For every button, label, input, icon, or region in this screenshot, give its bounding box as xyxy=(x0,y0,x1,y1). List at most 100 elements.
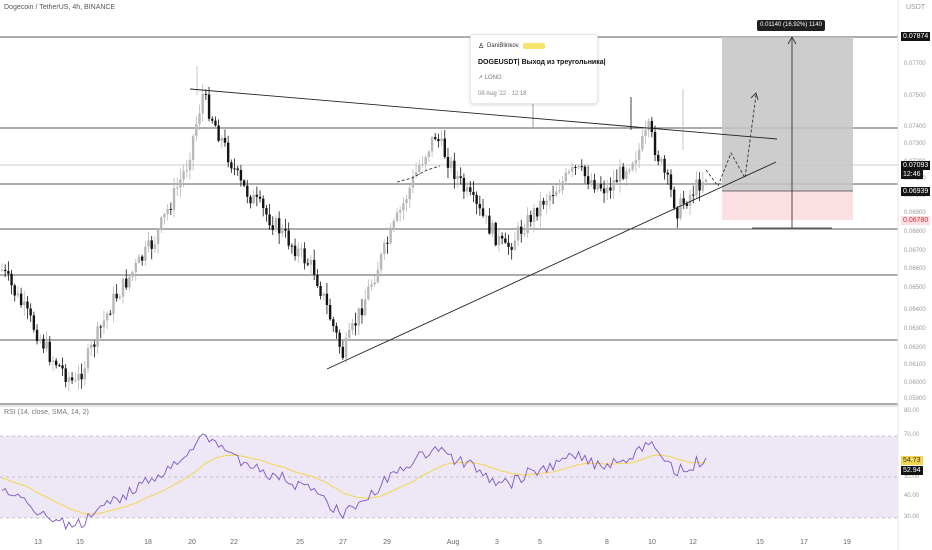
candle-body xyxy=(147,240,150,247)
candle-body xyxy=(478,203,482,209)
candle-body xyxy=(402,203,405,211)
price-tick: 0.06200 xyxy=(904,345,926,351)
candle-body xyxy=(195,123,198,136)
candle-countdown: 12:46 xyxy=(901,170,923,179)
candle-body xyxy=(507,242,510,247)
candle-body xyxy=(644,130,647,137)
candle-body xyxy=(112,293,115,315)
candle-body xyxy=(650,121,654,133)
idea-direction: ↗ LONG xyxy=(478,75,502,81)
candle-body xyxy=(188,159,192,171)
candle-body xyxy=(351,323,354,330)
price-tick: 0.07100 xyxy=(904,176,926,182)
price-tick: 0.06700 xyxy=(904,248,926,254)
candle-body xyxy=(19,293,23,306)
price-tick: 0.06500 xyxy=(904,285,926,291)
candle-body xyxy=(131,272,134,277)
candle-body xyxy=(539,200,542,217)
candle-body xyxy=(685,203,689,206)
candles xyxy=(0,66,708,392)
candle-body xyxy=(551,195,555,197)
time-tick: 10 xyxy=(648,539,656,546)
candle-body xyxy=(80,373,83,380)
candle-body xyxy=(249,196,252,204)
candle-body xyxy=(542,200,545,205)
candle-body xyxy=(214,120,217,126)
candle-body xyxy=(281,229,284,234)
symbol-title: Dogecoin / TetherUS, 4h, BINANCE xyxy=(4,4,116,11)
candle-body xyxy=(172,188,176,210)
candle-body xyxy=(669,174,673,190)
rsi-indicator-label[interactable]: RSI (14, close, SMA, 14, 2) xyxy=(4,409,89,416)
candle-body xyxy=(488,215,491,234)
candle-body xyxy=(567,171,571,173)
candle-body xyxy=(628,169,631,172)
candle-body xyxy=(408,187,411,200)
time-tick: 17 xyxy=(800,539,808,546)
time-tick: 29 xyxy=(383,539,391,546)
candle-body xyxy=(590,180,593,185)
candle-body xyxy=(322,293,325,296)
candle-body xyxy=(621,166,625,179)
entry-price-tag: 0.06939 xyxy=(901,187,931,196)
candle-body xyxy=(593,180,596,190)
long-arrow-icon: ↗ xyxy=(478,75,484,81)
candle-body xyxy=(32,315,36,330)
price-tick: 0.05900 xyxy=(904,396,926,402)
idea-title[interactable]: DOGEUSDT| Выход из треугольника| xyxy=(478,59,606,66)
candle-body xyxy=(609,187,612,191)
candle-body xyxy=(398,210,402,213)
candle-body xyxy=(625,171,628,179)
candle-body xyxy=(335,325,338,333)
candle-body xyxy=(615,180,619,182)
time-tick: 20 xyxy=(188,539,196,546)
candle-body xyxy=(163,213,166,218)
time-tick: 12 xyxy=(689,539,697,546)
candle-body xyxy=(672,189,676,208)
candle-body xyxy=(430,137,434,152)
candle-body xyxy=(121,278,125,297)
candle-body xyxy=(23,301,26,306)
price-tick: 0.07300 xyxy=(904,141,926,147)
price-tick: 0.06000 xyxy=(904,380,926,386)
candle-body xyxy=(255,194,259,197)
candle-body xyxy=(456,176,459,179)
time-tick: 15 xyxy=(756,539,764,546)
candle-body xyxy=(532,207,536,223)
idea-card[interactable]: ♙ DaniBlinkov DOGEUSDT| Выход из треугол… xyxy=(470,34,606,104)
rsi-tick: 30.00 xyxy=(904,514,920,520)
candle-body xyxy=(252,194,255,204)
candle-body xyxy=(246,185,249,197)
candle-body xyxy=(0,269,4,271)
candle-body xyxy=(83,368,87,380)
time-tick: 25 xyxy=(296,539,304,546)
candle-body xyxy=(300,248,303,250)
idea-author[interactable]: DaniBlinkov xyxy=(487,43,519,49)
candle-body xyxy=(580,166,583,168)
candle-body xyxy=(179,179,182,188)
candle-body xyxy=(494,222,497,246)
candle-body xyxy=(64,368,67,382)
rsi-tick: 70.00 xyxy=(904,432,920,438)
candle-body xyxy=(657,154,660,162)
candle-body xyxy=(26,301,29,309)
price-tick: 0.07000 xyxy=(904,193,926,199)
candle-body xyxy=(647,121,650,131)
price-tick: 0.07700 xyxy=(904,61,926,67)
profit-zone xyxy=(722,37,853,191)
rsi-value-tag: 54.73 xyxy=(901,456,923,465)
price-tick: 0.06900 xyxy=(904,210,926,216)
candle-body xyxy=(666,172,669,175)
candle-body xyxy=(395,212,399,221)
candle-body xyxy=(191,135,195,160)
stop-price-tag: 0.06780 xyxy=(901,216,931,225)
candle-body xyxy=(469,187,472,192)
rsi-line xyxy=(1,433,707,531)
candle-body xyxy=(376,269,380,283)
rsi-band xyxy=(0,436,898,518)
candle-body xyxy=(223,138,227,143)
candle-body xyxy=(160,217,163,230)
candle-body xyxy=(462,177,466,192)
candle-body xyxy=(287,230,290,246)
